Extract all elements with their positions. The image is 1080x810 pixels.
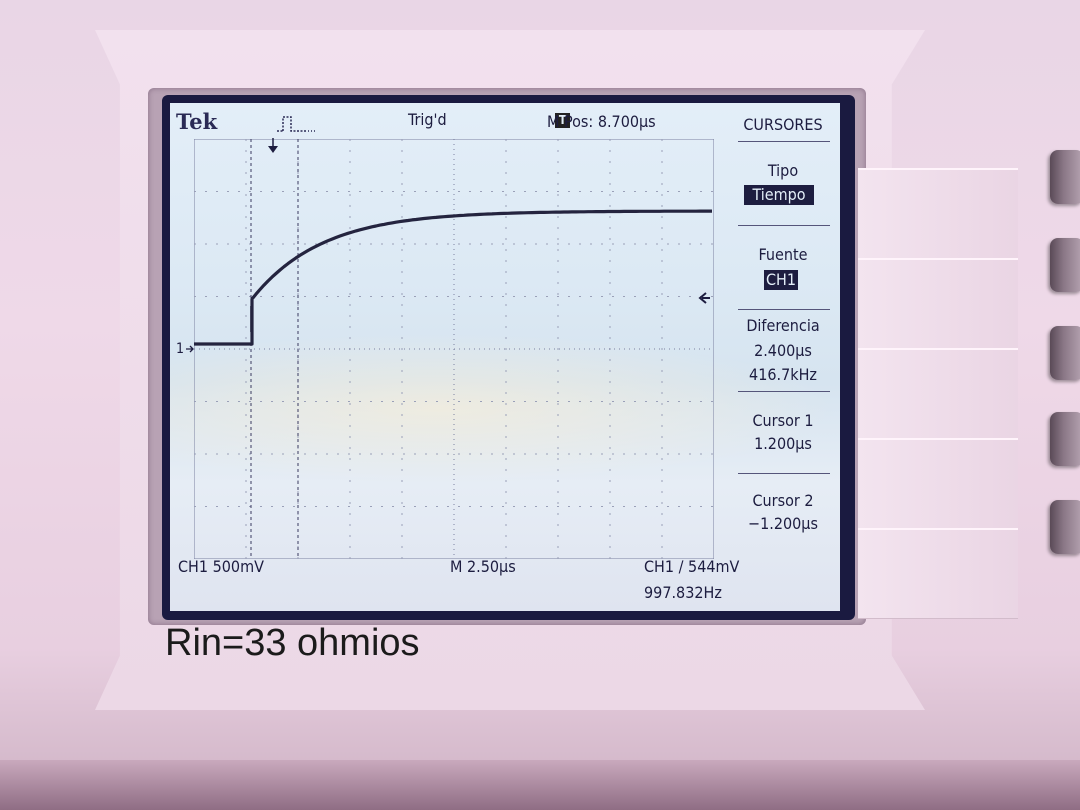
trigger-level-readout: CH1 ∕ 544mV xyxy=(644,557,740,576)
menu-bezel-tab-4 xyxy=(858,438,1018,529)
ch1-volts-per-div: CH1 500mV xyxy=(178,557,264,576)
menu-title: CURSORES xyxy=(743,115,823,134)
fuente-value[interactable]: CH1 xyxy=(764,270,798,290)
lcd-display: Tek T Trig'd M Pos: 8.700µs 1 xyxy=(170,103,840,611)
menu-separator xyxy=(738,391,830,392)
option-button-4[interactable] xyxy=(1050,412,1080,466)
diferencia-label: Diferencia xyxy=(746,316,820,335)
front-panel-edge xyxy=(0,760,1080,810)
menu-separator xyxy=(738,141,830,142)
option-button-3[interactable] xyxy=(1050,326,1080,380)
timebase-readout: M 2.50µs xyxy=(450,557,516,576)
cursor-2-value[interactable]: −1.200µs xyxy=(748,514,818,533)
horizontal-position: M Pos: 8.700µs xyxy=(547,112,656,131)
frequency-readout: 997.832Hz xyxy=(644,583,722,602)
menu-separator xyxy=(738,309,830,310)
trigger-level-arrow-icon xyxy=(698,292,710,304)
trigger-pulse-icon xyxy=(277,116,317,132)
menu-bezel-tab-5 xyxy=(858,528,1018,619)
trigger-position-arrow-icon xyxy=(268,138,278,153)
option-button-1[interactable] xyxy=(1050,150,1080,204)
diferencia-frequency: 416.7kHz xyxy=(749,365,817,384)
menu-bezel-tab-3 xyxy=(858,348,1018,439)
brand-logo: Tek xyxy=(176,109,218,134)
grid-lines xyxy=(194,139,714,559)
option-button-2[interactable] xyxy=(1050,238,1080,292)
channel-ground-arrow-icon xyxy=(186,345,194,353)
menu-separator xyxy=(738,473,830,474)
menu-separator xyxy=(738,225,830,226)
trigger-status-icon: T xyxy=(555,113,570,128)
menu-bezel-tab-1 xyxy=(858,168,1018,259)
cursor-1-label[interactable]: Cursor 1 xyxy=(752,411,814,430)
cursor-1-value[interactable]: 1.200µs xyxy=(754,434,812,453)
trigger-status: Trig'd xyxy=(408,110,447,129)
caption-label: Rin=33 ohmios xyxy=(165,622,420,664)
menu-bezel-tab-2 xyxy=(858,258,1018,349)
tipo-label[interactable]: Tipo xyxy=(767,161,799,180)
diferencia-time: 2.400µs xyxy=(754,341,812,360)
ch1-waveform-trace xyxy=(194,209,712,346)
cursor-2-label[interactable]: Cursor 2 xyxy=(752,491,814,510)
option-button-5[interactable] xyxy=(1050,500,1080,554)
cursor-menu: CURSORES Tipo Tiempo Fuente CH1 Diferenc… xyxy=(726,103,840,551)
channel-ground-marker-icon: 1 xyxy=(176,341,185,357)
fuente-label[interactable]: Fuente xyxy=(758,245,808,264)
screen-glare xyxy=(170,333,840,483)
tipo-value[interactable]: Tiempo xyxy=(744,185,814,205)
waveform-graticule xyxy=(194,139,714,559)
